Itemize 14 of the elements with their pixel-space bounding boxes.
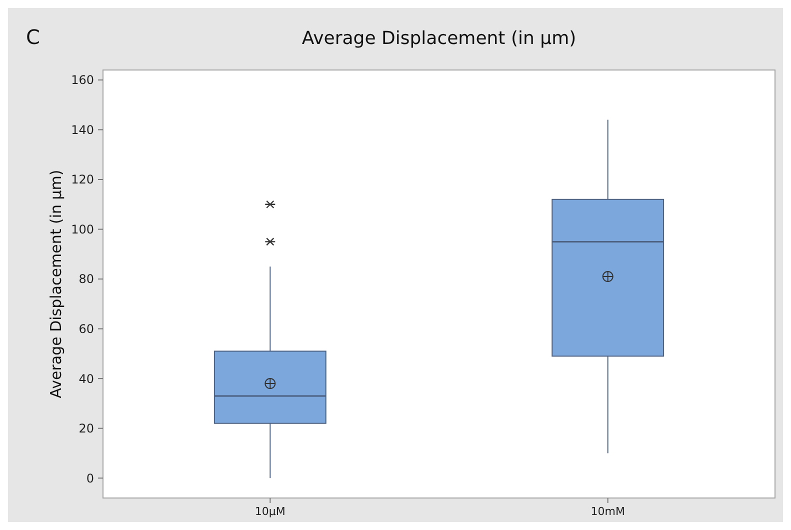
y-axis-title: Average Displacement (in µm) bbox=[47, 170, 65, 398]
x-tick-label: 10µM bbox=[254, 505, 286, 518]
chart-title: Average Displacement (in µm) bbox=[302, 28, 576, 49]
y-tick-label: 120 bbox=[71, 172, 94, 187]
y-tick-label: 20 bbox=[78, 422, 94, 436]
y-tick-label: 0 bbox=[86, 471, 94, 486]
text: C bbox=[26, 25, 40, 49]
y-tick-label: 100 bbox=[71, 222, 94, 236]
y-tick-label: 160 bbox=[71, 73, 94, 88]
y-tick-label: 80 bbox=[78, 272, 94, 286]
x-tick-label: 10mM bbox=[590, 505, 625, 518]
y-tick-label: 140 bbox=[71, 122, 94, 137]
y-tick-label: 60 bbox=[78, 322, 94, 336]
y-tick-label: 40 bbox=[78, 372, 94, 386]
